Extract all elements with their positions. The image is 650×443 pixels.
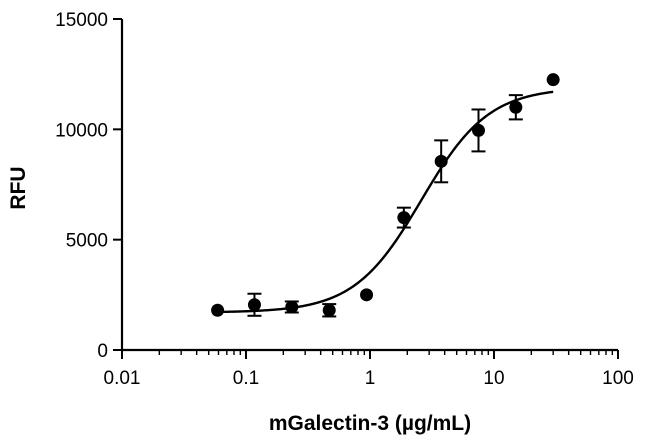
data-point bbox=[434, 154, 448, 168]
x-tick-label: 0.1 bbox=[233, 368, 259, 389]
data-points bbox=[211, 73, 560, 317]
x-axis-title: mGalectin-3 (µg/mL) bbox=[269, 412, 471, 435]
data-point bbox=[397, 211, 411, 225]
data-point bbox=[360, 288, 374, 302]
x-tick-label: 100 bbox=[602, 368, 634, 389]
data-point bbox=[247, 298, 261, 312]
data-point bbox=[211, 303, 225, 317]
x-tick-label: 10 bbox=[483, 368, 504, 389]
data-point bbox=[509, 100, 523, 114]
data-point bbox=[285, 300, 299, 314]
data-point bbox=[546, 73, 560, 87]
y-tick-label: 15000 bbox=[55, 10, 108, 31]
data-point bbox=[472, 123, 486, 137]
x-tick-label: 1 bbox=[365, 368, 376, 389]
y-tick-label: 10000 bbox=[55, 120, 108, 141]
x-tick-label: 0.01 bbox=[104, 368, 141, 389]
y-axis: 0 5000 10000 15000 bbox=[55, 10, 124, 362]
fit-curve bbox=[217, 90, 554, 314]
data-point bbox=[322, 303, 336, 317]
x-axis: 0.01 0.1 1 10 100 bbox=[104, 348, 634, 389]
y-tick-label: 0 bbox=[97, 341, 108, 362]
y-tick-label: 5000 bbox=[66, 231, 108, 252]
y-axis-title: RFU bbox=[7, 166, 30, 209]
